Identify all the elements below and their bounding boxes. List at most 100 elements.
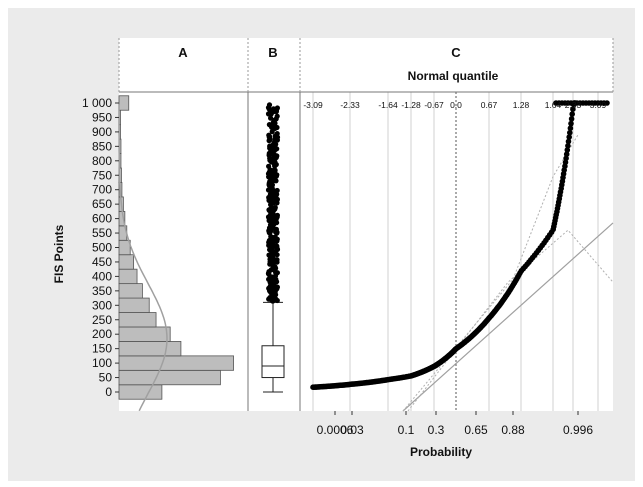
outlier-point	[270, 211, 276, 217]
data-point	[565, 143, 571, 149]
box-iqr	[261, 345, 285, 379]
histogram-bar	[118, 326, 171, 342]
outlier-point	[267, 247, 273, 253]
outlier-point	[274, 243, 280, 249]
data-point	[567, 129, 573, 136]
y-tick-label: 800	[92, 154, 112, 168]
outlier-point	[268, 115, 274, 121]
y-tick-label: 450	[92, 255, 112, 269]
outlier-point	[273, 226, 279, 232]
quantile-tick-label: -1.28	[401, 100, 421, 110]
quantile-tick-label: 0.67	[481, 100, 498, 110]
outlier-point	[273, 141, 279, 147]
y-tick-label: 350	[92, 284, 112, 298]
outlier-point	[273, 292, 279, 298]
outlier-point	[273, 270, 279, 276]
quantile-tick-label: -0.67	[424, 100, 444, 110]
outlier-point	[271, 283, 277, 289]
outlier-point	[270, 194, 276, 201]
probability-tick-label: 0.3	[428, 423, 445, 437]
probability-tick-label: 0.03	[340, 423, 364, 437]
quantile-tick-label: 1.28	[513, 100, 530, 110]
histogram-bar	[118, 239, 131, 256]
y-tick-label: 300	[92, 298, 112, 312]
outlier-point	[274, 134, 280, 141]
quantile-tick-label: 3.09	[590, 100, 607, 110]
histogram-bar	[118, 341, 182, 357]
outlier-point	[268, 202, 274, 208]
histogram-bar	[118, 355, 234, 371]
outlier-point	[271, 177, 277, 183]
outlier-point	[272, 159, 278, 165]
panel-b-label: B	[268, 45, 277, 60]
probability-tick-label: 0.65	[464, 423, 488, 437]
y-tick-label: 150	[92, 342, 112, 356]
outlier-point	[274, 220, 280, 226]
quantile-tick-label: 0.0	[450, 100, 462, 110]
outlier-point	[265, 187, 272, 193]
outlier-point	[267, 274, 273, 280]
panel-a-label: A	[178, 45, 188, 60]
outlier-point	[272, 190, 278, 196]
outlier-point	[266, 106, 272, 112]
x-axis-label: Probability	[410, 445, 472, 459]
y-tick-label: 950	[92, 110, 112, 124]
y-tick-label: 1 000	[82, 96, 112, 110]
fis-points-chart: 0501001502002503003504004505005506006507…	[52, 38, 614, 459]
outlier-point	[270, 240, 276, 246]
data-point	[570, 106, 576, 112]
outlier-point	[270, 255, 276, 261]
histogram-bar	[118, 369, 221, 386]
histogram-bar	[118, 312, 157, 328]
probability-tick-label: 0.88	[501, 423, 525, 437]
quantile-tick-label: -2.33	[340, 100, 360, 110]
outlier-point	[267, 261, 273, 267]
outlier-point	[267, 157, 273, 163]
outlier-point	[273, 173, 279, 179]
data-point	[564, 147, 571, 153]
outlier-point	[271, 125, 278, 131]
histogram-bar	[118, 384, 163, 400]
figure-background: 0 50 100 150 200 250 300 350 400 450 500 550 600 650 7…	[8, 8, 635, 481]
outlier-point	[267, 178, 273, 184]
outlier-point	[269, 234, 275, 240]
y-tick-label: 250	[92, 313, 112, 327]
outlier-point	[269, 151, 275, 157]
y-tick-label: 550	[92, 226, 112, 240]
outlier-point	[267, 183, 273, 189]
outlier-point	[273, 154, 279, 161]
probability-tick-label: 0.996	[563, 423, 593, 437]
histogram-bar	[118, 297, 150, 313]
histogram-bar	[118, 254, 135, 270]
quantile-tick-label: 2.33	[565, 100, 582, 110]
outlier-point	[266, 252, 272, 258]
quantile-tick-label: -1.64	[378, 100, 398, 110]
y-tick-label: 200	[92, 327, 112, 341]
y-axis-label: FIS Points	[52, 224, 66, 283]
probability-tick-label: 0.0006	[317, 423, 354, 437]
outlier-point	[268, 226, 274, 232]
plot-area	[119, 38, 613, 411]
outlier-point	[267, 279, 273, 285]
outlier-point	[271, 167, 277, 173]
outlier-point	[265, 111, 272, 117]
outlier-point	[274, 259, 280, 265]
outlier-point	[272, 205, 278, 211]
y-tick-label: 650	[92, 197, 112, 211]
y-tick-label: 0	[105, 385, 112, 399]
outlier-point	[274, 105, 280, 111]
outlier-point	[272, 120, 278, 126]
histogram-bar	[118, 268, 138, 285]
data-point	[565, 138, 572, 145]
y-tick-label: 750	[92, 168, 112, 182]
y-tick-label: 100	[92, 356, 112, 370]
data-point	[568, 116, 575, 122]
outlier-point	[266, 207, 272, 213]
outlier-point	[265, 171, 272, 177]
data-point	[604, 100, 610, 106]
quantile-tick-label: 1.64	[545, 100, 562, 110]
panel-c-label: C	[451, 45, 461, 60]
y-tick-label: 850	[92, 139, 112, 153]
data-point	[566, 134, 572, 140]
y-tick-label: 900	[92, 125, 112, 139]
